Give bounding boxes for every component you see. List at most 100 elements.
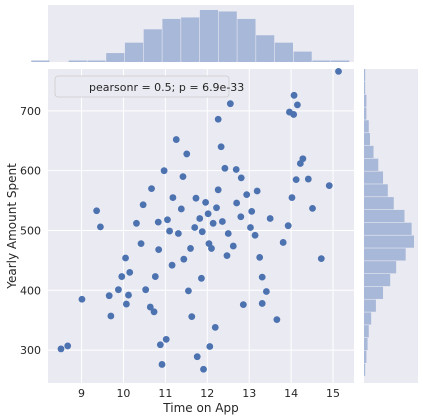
right-hist-bar [364,248,406,261]
right-hist-bar [364,299,376,312]
scatter-point [273,316,281,324]
top-hist-bar [106,53,125,62]
right-hist-bar [364,94,367,107]
scatter-point [213,204,220,212]
right-hist-bar [364,273,391,287]
right-hist-bar [364,222,412,235]
scatter-point [258,300,266,307]
scatter-point [168,261,176,269]
scatter-point [193,353,201,361]
scatter-point [335,67,342,75]
scatter-point [96,223,104,231]
scatter-point [292,176,300,184]
right-hist-bar [364,120,369,133]
scatter-point [325,182,333,190]
right-hist-bar [364,286,384,299]
scatter-point [64,342,72,350]
scatter-point [78,295,86,303]
right-hist-bar [364,337,368,351]
x-tick-label: 10 [116,387,130,400]
scatter-point [218,218,226,225]
scatter-point [169,194,177,201]
top-hist-bar [312,60,331,62]
top-hist-bar [87,60,106,62]
top-hist-bar [331,60,350,62]
scatter-point [192,194,200,202]
top-hist-bar [218,11,237,62]
scatter-point [148,185,155,193]
scatter-point [198,228,206,236]
scatter-point [162,335,170,343]
scatter-point [317,255,325,262]
scatter-point [214,186,222,194]
y-axis-label: Yearly Amount Spent [5,163,19,290]
scatter-point [191,224,199,231]
scatter-point [179,173,187,181]
right-hist-bar [364,69,366,82]
scatter-point [266,215,274,222]
plot-area [48,69,354,383]
scatter-point [226,100,234,108]
scatter-point [232,166,240,173]
scatter-point [294,101,301,109]
scatter-point [221,164,229,172]
scatter-point [233,199,241,207]
scatter-point [198,274,205,282]
scatter-point [160,167,168,175]
scatter-point [239,301,247,309]
legend-text: pearsonr = 0.5; p = 6.9e-33 [89,81,244,94]
right-hist-bar [364,197,394,210]
right-hist-bar [364,184,388,197]
scatter-point [279,239,287,246]
scatter-point [185,287,192,295]
scatter-point [126,268,134,276]
scatter-point [146,303,154,311]
scatter-point [158,361,166,368]
scatter-point [253,187,261,195]
right-hist-bar [364,81,366,95]
right-hist-bar [364,235,414,248]
scatter-point [107,312,115,320]
top-hist-bar [162,18,181,63]
scatter-point [188,313,196,321]
scatter-point [139,201,147,209]
x-tick-label: 11 [158,387,172,400]
scatter-point [122,300,130,308]
scatter-point [247,224,254,231]
top-hist-bar [237,18,256,63]
x-tick-label: 13 [242,387,256,400]
top-marginal-histogram [31,10,350,63]
scatter-point [243,191,251,199]
scatter-point [166,227,173,235]
x-tick-label: 9 [78,387,85,400]
scatter-point [133,219,140,227]
top-hist-bar [274,42,293,62]
scatter-point [177,205,185,213]
scatter-point [304,175,312,183]
scatter-point [251,231,259,239]
y-tick-label: 600 [20,165,41,178]
scatter-point [290,111,298,118]
top-hist-bar [181,17,200,62]
top-hist-bar [293,51,312,62]
x-tick-label: 12 [200,387,214,400]
x-tick-label: 15 [326,387,340,400]
scatter-point [209,219,217,227]
top-hist-bar [31,60,50,62]
top-hist-bar [143,29,162,62]
scatter-point [57,345,65,353]
scatter-point [105,292,113,300]
right-hist-bar [364,209,405,223]
scatter-point [204,210,212,218]
scatter-point [262,288,270,295]
top-hist-bar [68,60,87,62]
scatter-point [256,254,264,261]
scatter-point [202,198,210,206]
y-tick-label: 400 [20,284,41,297]
y-tick-label: 700 [20,105,41,118]
legend-box [54,75,230,98]
scatter-point [214,115,222,123]
scatter-point [156,341,164,349]
right-hist-bar [364,133,370,146]
